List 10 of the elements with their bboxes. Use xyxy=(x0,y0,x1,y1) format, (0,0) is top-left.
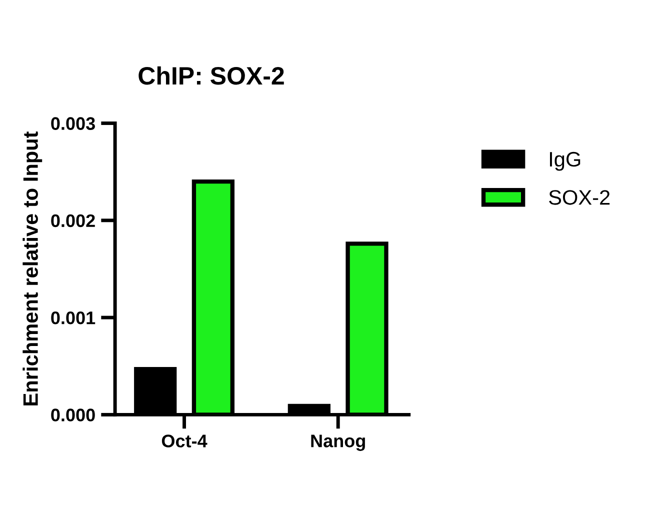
y-tick-label: 0.002 xyxy=(51,214,95,228)
legend-label: IgG xyxy=(550,152,580,171)
x-tick-label: Nanog xyxy=(311,434,365,451)
y-tick-label: 0.003 xyxy=(51,117,95,130)
x-tick-label: Oct-4 xyxy=(162,434,208,448)
chart-title: ChIP: SOX-2 xyxy=(138,66,284,85)
y-tick-label: 0.000 xyxy=(51,408,95,422)
y-axis-title: Enrichment relative to Input xyxy=(22,131,42,406)
legend-label: SOX-2 xyxy=(549,190,610,205)
y-tick-label: 0.001 xyxy=(51,311,96,324)
